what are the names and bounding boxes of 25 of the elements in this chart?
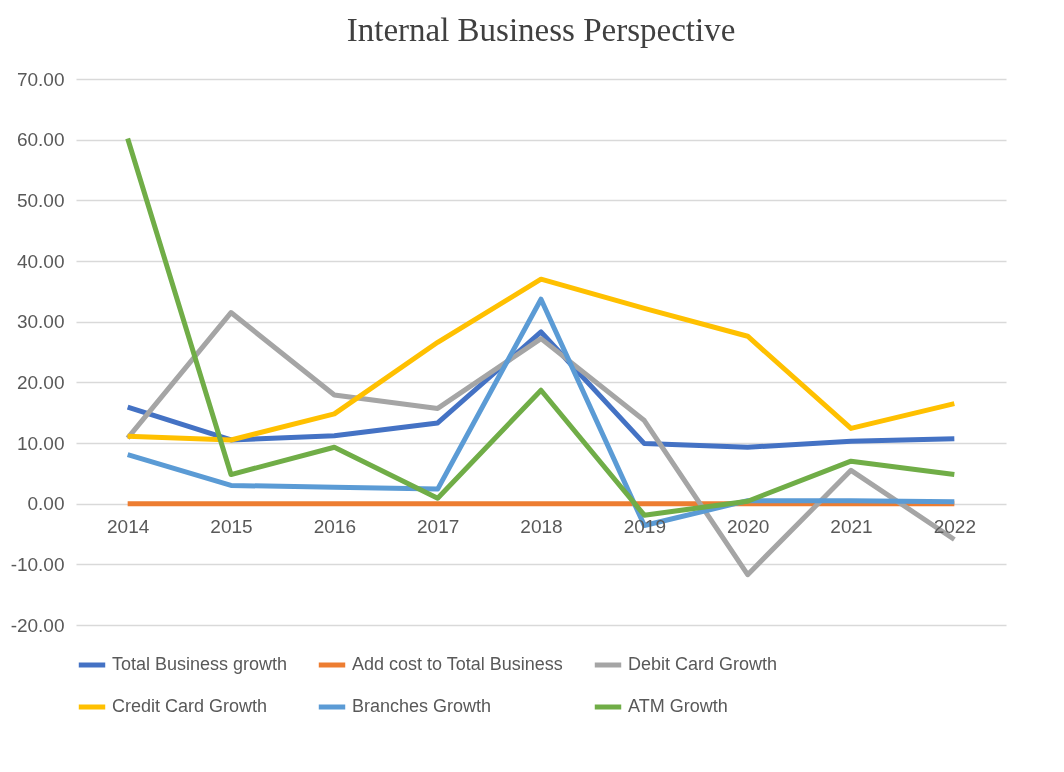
legend-label: ATM Growth — [628, 696, 728, 716]
x-tick-label: 2017 — [417, 516, 460, 538]
y-tick-label: 10.00 — [16, 432, 65, 454]
x-tick-label: 2021 — [830, 516, 873, 538]
chart-title: Internal Business Perspective — [346, 12, 736, 48]
legend-label: Total Business growth — [112, 654, 288, 674]
y-tick-label: 70.00 — [16, 68, 65, 90]
y-tick-label: -20.00 — [10, 614, 65, 636]
legend-label: Credit Card Growth — [112, 696, 268, 716]
y-tick-label: 40.00 — [16, 250, 65, 272]
x-tick-label: 2018 — [520, 516, 563, 538]
x-tick-label: 2014 — [107, 516, 150, 538]
legend-label: Add cost to Total Business — [352, 654, 563, 674]
x-tick-label: 2022 — [933, 516, 976, 538]
x-tick-label: 2016 — [313, 516, 356, 538]
y-tick-label: 0.00 — [27, 493, 65, 515]
legend-label: Branches Growth — [352, 696, 492, 716]
legend-label: Debit Card Growth — [628, 654, 778, 674]
y-tick-label: 60.00 — [16, 129, 65, 151]
y-tick-label: 20.00 — [16, 371, 65, 393]
x-tick-label: 2020 — [727, 516, 770, 538]
y-tick-label: 30.00 — [16, 311, 65, 333]
x-tick-label: 2015 — [210, 516, 253, 538]
y-tick-label: 50.00 — [16, 189, 65, 211]
y-tick-label: -10.00 — [10, 553, 65, 575]
